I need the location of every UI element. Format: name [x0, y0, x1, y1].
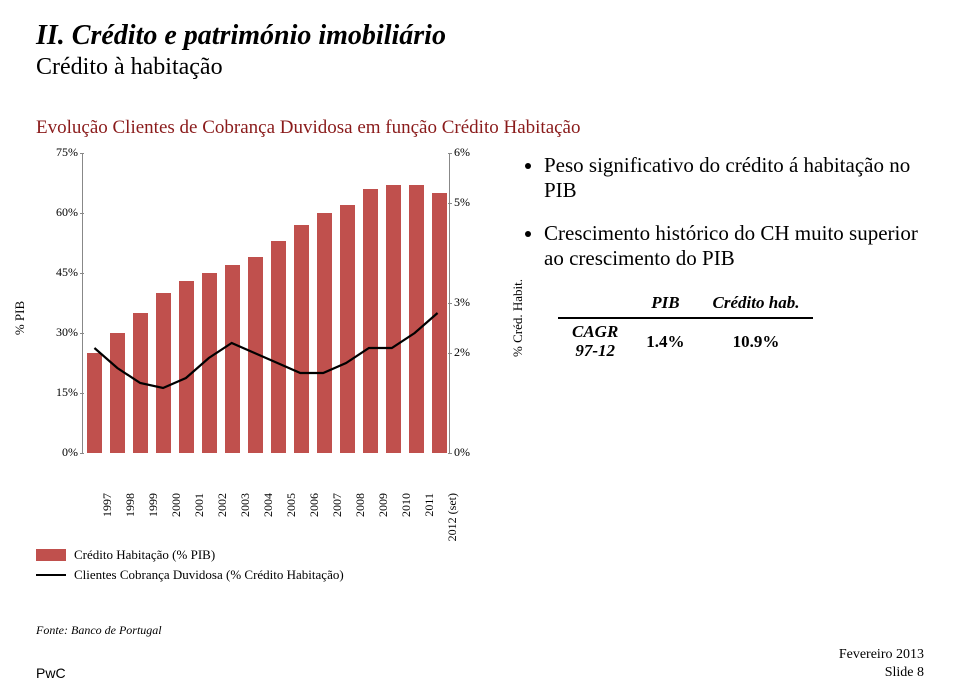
section-title: Evolução Clientes de Cobrança Duvidosa e… [36, 117, 924, 139]
x-tick-label: 1998 [123, 493, 138, 553]
x-tick-label: 2006 [307, 493, 322, 553]
y-left-tick: 30% [42, 325, 78, 340]
page-title: II. Crédito e património imobiliário [36, 20, 924, 52]
x-tick-label: 2004 [261, 493, 276, 553]
x-tick-label: 2003 [238, 493, 253, 553]
y-right-tick: 0% [454, 445, 484, 460]
line-series [94, 313, 437, 388]
table-col-credhab: Crédito hab. [699, 289, 814, 318]
x-tick-label: 2009 [376, 493, 391, 553]
brand-logo: PwC [36, 665, 66, 681]
x-tick-label: 1997 [100, 493, 115, 553]
y-right-tick: 2% [454, 345, 484, 360]
footer-date: Fevereiro 2013 Slide 8 [839, 646, 924, 681]
cagr-table: PIB Crédito hab. CAGR97-12 1.4% 10.9% [558, 289, 813, 364]
table-val-pib: 1.4% [632, 318, 698, 364]
table-col-pib: PIB [632, 289, 698, 318]
y-left-tick: 45% [42, 265, 78, 280]
x-tick-label: 2012 (set) [445, 493, 460, 553]
source-label: Fonte: Banco de Portugal [36, 623, 924, 638]
y-right-label: % Créd. Habit. [510, 279, 526, 357]
x-tick-label: 2005 [284, 493, 299, 553]
y-right-tick: 6% [454, 145, 484, 160]
x-tick-label: 2010 [399, 493, 414, 553]
y-left-tick: 0% [42, 445, 78, 460]
legend-swatch-bar [36, 549, 66, 561]
x-tick-label: 1999 [146, 493, 161, 553]
bullet-item: Peso significativo do crédito á habitaçã… [544, 153, 924, 203]
y-left-label: % PIB [12, 301, 28, 335]
legend-item: Clientes Cobrança Duvidosa (% Crédito Ha… [36, 567, 496, 583]
legend-label: Clientes Cobrança Duvidosa (% Crédito Ha… [74, 567, 344, 583]
y-right-tick: 3% [454, 295, 484, 310]
page-subtitle: Crédito à habitação [36, 54, 924, 81]
y-left-tick: 60% [42, 205, 78, 220]
bullet-list: Peso significativo do crédito á habitaçã… [524, 153, 924, 271]
table-val-credhab: 10.9% [699, 318, 814, 364]
legend-swatch-line [36, 574, 66, 576]
bullet-item: Crescimento histórico do CH muito superi… [544, 221, 924, 271]
table-row-label: CAGR97-12 [558, 318, 632, 364]
x-tick-label: 2008 [353, 493, 368, 553]
x-tick-label: 2007 [330, 493, 345, 553]
y-right-tick: 5% [454, 195, 484, 210]
x-tick-label: 2000 [169, 493, 184, 553]
chart: % PIB % Créd. Habit. 1997199819992000200… [36, 153, 496, 483]
x-tick-label: 2011 [422, 493, 437, 553]
y-left-tick: 75% [42, 145, 78, 160]
y-left-tick: 15% [42, 385, 78, 400]
x-tick-label: 2002 [215, 493, 230, 553]
x-tick-label: 2001 [192, 493, 207, 553]
